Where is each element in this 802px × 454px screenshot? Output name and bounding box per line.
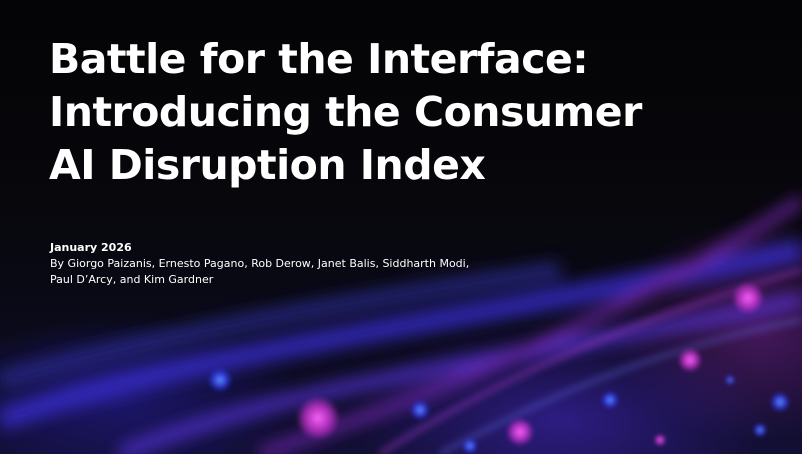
title-line: Introducing the Consumer	[49, 88, 642, 136]
report-title: Battle for the Interface: Introducing th…	[49, 33, 769, 192]
publication-date: January 2026	[50, 241, 132, 254]
authors: By Giorgo Paizanis, Ernesto Pagano, Rob …	[50, 256, 469, 288]
authors-line: Paul D’Arcy, and Kim Gardner	[50, 273, 214, 286]
authors-line: By Giorgo Paizanis, Ernesto Pagano, Rob …	[50, 257, 470, 270]
title-line: Battle for the Interface:	[49, 35, 589, 83]
title-line: AI Disruption Index	[49, 141, 486, 189]
report-meta: January 2026 By Giorgo Paizanis, Ernesto…	[50, 240, 469, 288]
